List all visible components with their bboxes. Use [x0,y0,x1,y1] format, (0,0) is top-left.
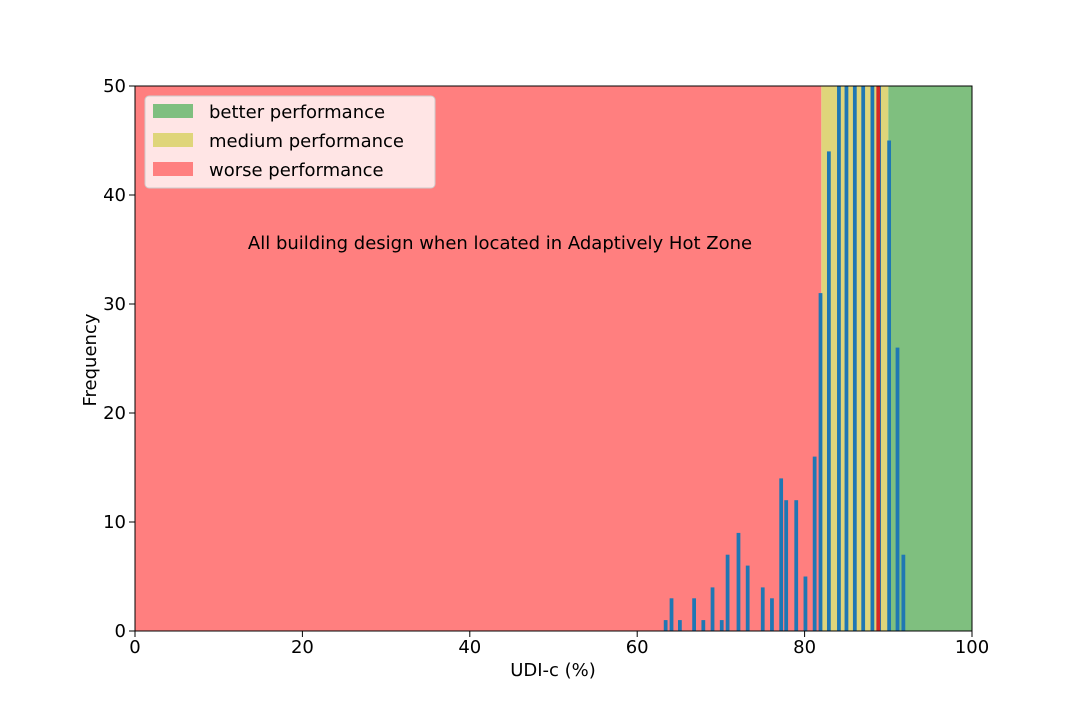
histogram-bar [812,456,817,631]
histogram-bar [784,500,789,631]
legend-swatch-better [153,104,193,118]
histogram-bar [725,554,730,631]
x-axis-label: UDI-c (%) [510,660,596,681]
histogram-bar [701,620,706,631]
histogram-bar [669,598,674,631]
y-tick-label: 20 [103,403,126,424]
histogram-bars [663,86,906,631]
x-tick-label: 20 [291,637,314,658]
x-tick-label: 40 [458,637,481,658]
y-axis: 0 10 20 30 40 50 [103,76,135,642]
histogram-bar [870,86,875,631]
plot-frame [134,85,973,632]
x-tick-label: 0 [129,637,140,658]
y-tick-label: 0 [115,621,126,642]
highlight-bar [876,86,881,631]
highlight-marker [876,86,881,631]
legend-box [144,95,436,189]
region-better [888,86,972,631]
histogram-bar [895,347,900,631]
histogram-bar [818,293,823,631]
histogram-bar [844,86,849,631]
x-axis: 0 20 40 60 80 100 [129,631,989,658]
histogram-bar [770,598,774,631]
legend: better performance medium performance wo… [144,95,436,189]
histogram-bar [852,86,857,631]
histogram-bar [760,587,765,631]
histogram-bar [794,500,799,631]
histogram-bar [710,587,715,631]
y-tick-label: 40 [103,185,126,206]
y-tick-label: 50 [103,76,126,97]
legend-label-better: better performance [209,102,385,123]
legend-label-medium: medium performance [209,131,404,152]
legend-swatch-medium [153,133,193,147]
legend-swatch-worse [153,162,193,176]
histogram-bar [837,86,841,631]
histogram-bar [745,565,750,631]
chart-annotation: All building design when located in Adap… [248,233,752,254]
legend-label-worse: worse performance [209,160,384,181]
histogram-bar [861,86,866,631]
y-tick-label: 30 [103,294,126,315]
histogram-bar [663,620,668,631]
x-tick-label: 60 [626,637,649,658]
histogram-bar [826,151,831,631]
y-tick-label: 10 [103,512,126,533]
histogram-bar [678,620,682,631]
histogram-bar [901,554,906,631]
x-tick-label: 80 [793,637,816,658]
histogram-bar [692,598,696,631]
x-tick-label: 100 [955,637,989,658]
histogram-bar [779,478,784,631]
histogram-bar [736,532,741,631]
histogram-bar [803,576,808,631]
histogram-bar [887,140,892,631]
y-axis-label: Frequency [80,313,101,406]
histogram-bar [719,620,724,631]
